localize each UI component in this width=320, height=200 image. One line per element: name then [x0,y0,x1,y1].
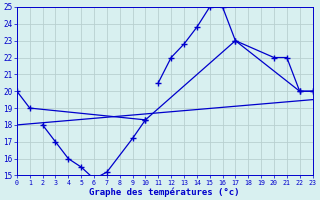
X-axis label: Graphe des températures (°c): Graphe des températures (°c) [90,187,240,197]
